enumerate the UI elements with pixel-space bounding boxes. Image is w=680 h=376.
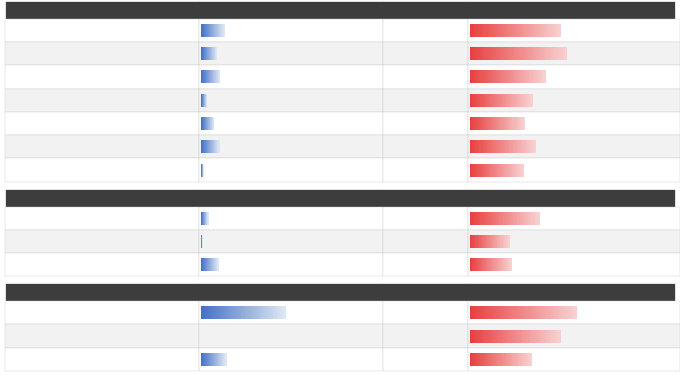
Text: 62.22: 62.22 <box>412 143 439 151</box>
Text: Euro: Euro <box>10 26 31 35</box>
Text: Silver: Silver <box>10 260 37 269</box>
Text: 52.56: 52.56 <box>412 166 439 175</box>
Text: 154.24%: 154.24% <box>589 308 635 317</box>
Text: 0.46: 0.46 <box>332 260 353 269</box>
Text: 200.27: 200.27 <box>409 308 442 317</box>
Text: Daily Change (%): Daily Change (%) <box>243 193 339 203</box>
Text: 100.61%: 100.61% <box>589 214 635 223</box>
Text: 127.13: 127.13 <box>409 332 442 341</box>
Text: -0.62: -0.62 <box>330 26 355 35</box>
Text: 89.82%: 89.82% <box>592 355 632 364</box>
Text: 0.03: 0.03 <box>332 237 353 246</box>
Text: 1.63: 1.63 <box>415 214 436 223</box>
Text: 56.93%: 56.93% <box>592 237 632 246</box>
Text: British Pound: British Pound <box>10 49 73 58</box>
Text: 131.84%: 131.84% <box>589 26 635 35</box>
Text: New Zealand Dollar: New Zealand Dollar <box>10 166 103 175</box>
Text: 0.67: 0.67 <box>332 355 353 364</box>
Text: 18.05: 18.05 <box>412 355 439 364</box>
Text: ATR (14): ATR (14) <box>401 193 449 203</box>
Text: 11.66: 11.66 <box>412 237 439 246</box>
Text: 140.59%: 140.59% <box>589 49 635 58</box>
Text: S&P 500: S&P 500 <box>10 355 50 364</box>
Text: 0.00: 0.00 <box>332 332 353 341</box>
Text: Daily Range (% of ATR): Daily Range (% of ATR) <box>509 5 639 15</box>
Text: 83.50: 83.50 <box>412 119 439 128</box>
Text: -0.06: -0.06 <box>330 166 355 175</box>
Text: 109.59%: 109.59% <box>589 73 635 81</box>
Text: Nikkei: Nikkei <box>10 308 39 317</box>
Text: 51.06: 51.06 <box>412 96 439 105</box>
Text: Daily Range (% of ATR): Daily Range (% of ATR) <box>509 193 639 203</box>
Text: 74.33: 74.33 <box>411 26 439 35</box>
Text: 0.18: 0.18 <box>332 214 353 223</box>
Text: Australian Dollar: Australian Dollar <box>10 143 90 151</box>
Text: Daily Range (% of ATR): Daily Range (% of ATR) <box>509 287 639 297</box>
Text: Daily Change (%): Daily Change (%) <box>243 287 339 297</box>
Text: 60.73%: 60.73% <box>592 260 632 269</box>
Text: 131.30%: 131.30% <box>589 332 635 341</box>
Text: 86.78: 86.78 <box>412 49 439 58</box>
Text: 78.01%: 78.01% <box>592 166 632 175</box>
Text: Currency: Currency <box>76 5 129 15</box>
Text: -0.42: -0.42 <box>330 49 355 58</box>
Text: Gold: Gold <box>10 237 32 246</box>
Text: 0.22: 0.22 <box>415 260 436 269</box>
Text: ATR (14): ATR (14) <box>401 287 449 297</box>
Text: DAX: DAX <box>10 332 31 341</box>
Text: ATR (14): ATR (14) <box>401 5 449 15</box>
Text: Japanese Yen: Japanese Yen <box>10 73 73 81</box>
Text: Daily Change (%): Daily Change (%) <box>243 5 339 15</box>
Text: 79.04%: 79.04% <box>592 119 632 128</box>
Text: Canadian Dollar: Canadian Dollar <box>10 119 86 128</box>
Text: 66.61: 66.61 <box>412 73 439 81</box>
Text: -0.50: -0.50 <box>330 73 355 81</box>
Text: 94.82%: 94.82% <box>592 143 632 151</box>
Text: 90.10%: 90.10% <box>592 96 632 105</box>
Text: -0.15: -0.15 <box>330 96 355 105</box>
Text: Commodity: Commodity <box>69 193 136 203</box>
Text: 2.28: 2.28 <box>332 308 353 317</box>
Text: 0.34: 0.34 <box>332 119 353 128</box>
Text: Swiss Franc: Swiss Franc <box>10 96 65 105</box>
Text: WTI Crude: WTI Crude <box>10 214 60 223</box>
Text: Stock Indices: Stock Indices <box>63 287 141 297</box>
Text: -0.48: -0.48 <box>330 143 355 151</box>
